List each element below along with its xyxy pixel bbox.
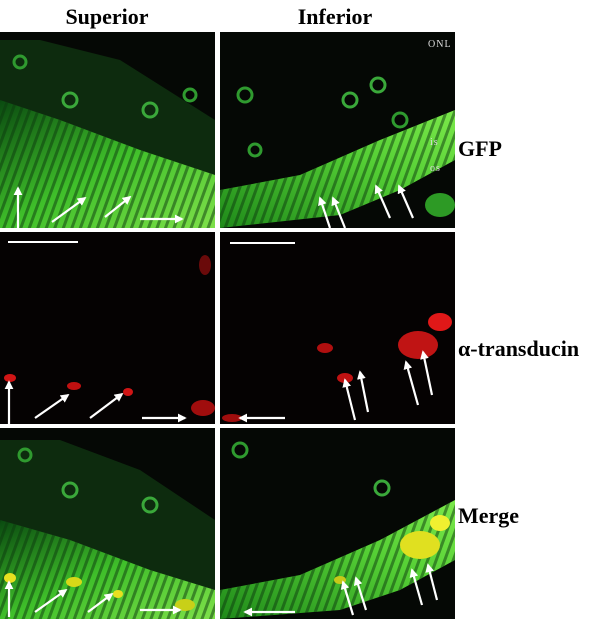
- arrows: [4, 563, 439, 617]
- column-header: Inferior: [298, 4, 373, 29]
- row-label: α-transducin: [458, 336, 579, 361]
- panel-transducin-inferior: [220, 232, 455, 424]
- panel-label: os: [430, 163, 441, 174]
- panel-merge-superior: [0, 428, 215, 619]
- row-label: Merge: [458, 503, 519, 528]
- row-label: GFP: [458, 136, 502, 161]
- arrows: [4, 350, 434, 424]
- panel-transducin-superior: [0, 232, 215, 424]
- panel-gfp-inferior: [220, 32, 455, 228]
- arrows: [13, 184, 415, 229]
- panel-gfp-superior: [0, 32, 215, 228]
- panel-merge-inferior: [220, 428, 455, 619]
- panel-label: is: [430, 137, 439, 148]
- panel-label: ONL: [428, 39, 452, 50]
- column-header: Superior: [65, 4, 148, 29]
